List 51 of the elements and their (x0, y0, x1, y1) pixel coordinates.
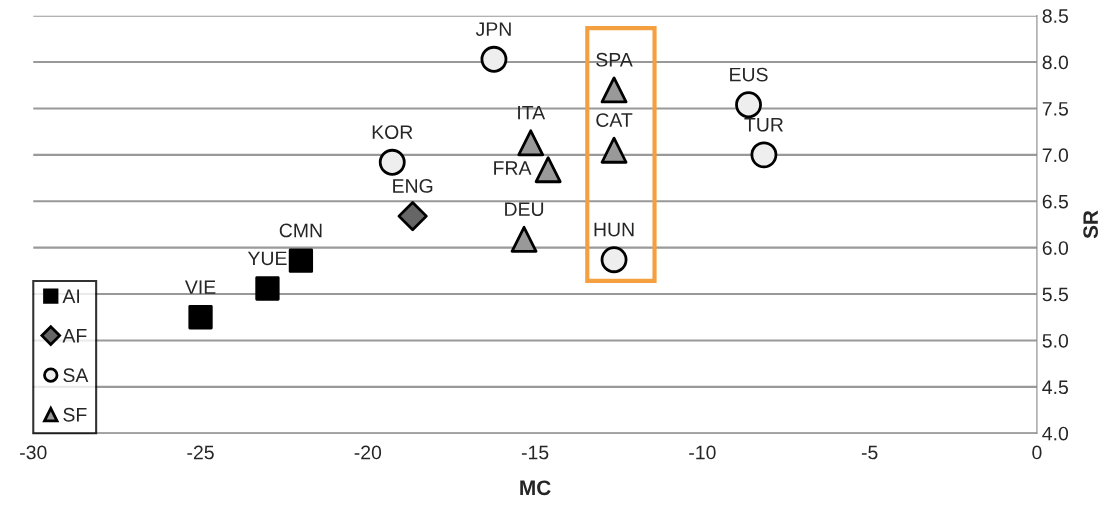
y-tick-label: 8.0 (1042, 55, 1069, 70)
annotation: JPN (475, 22, 511, 36)
annotation: YUE (247, 251, 287, 266)
y-tick-label: 4.5 (1042, 380, 1068, 395)
point (288, 248, 314, 273)
y-tick-label: 6.5 (1042, 194, 1068, 209)
x-tick-label: -15 (521, 445, 549, 460)
point (397, 201, 428, 232)
point (600, 136, 628, 164)
annotation: DEU (505, 202, 544, 217)
x-tick-label: -25 (187, 445, 214, 460)
x-tick-label: 0 (1032, 445, 1042, 460)
annotation: CMN (279, 223, 322, 238)
point (735, 91, 762, 119)
legend-label: AI (62, 289, 80, 303)
y-tick-label: 4.0 (1042, 426, 1069, 441)
annotation: HUN (594, 222, 634, 237)
y-tick-label: 7.0 (1042, 148, 1069, 163)
point (188, 305, 213, 330)
annotation: CAT (596, 113, 633, 127)
point (750, 141, 778, 169)
y-tick-label: 6.0 (1042, 241, 1069, 255)
annotation: ENG (393, 179, 433, 193)
y-tick-label: 5.5 (1042, 287, 1068, 302)
annotation: VIE (184, 280, 216, 294)
point (255, 276, 280, 301)
point (534, 156, 562, 184)
annotation: SPA (596, 52, 633, 67)
point (480, 45, 508, 73)
annotation: EUS (730, 67, 768, 82)
point (600, 76, 628, 104)
y-tick-label: 7.5 (1042, 102, 1068, 116)
annotation: ITA (518, 105, 546, 120)
annotation: TUR (744, 118, 783, 132)
x-axis-title: MC (520, 480, 551, 496)
point (510, 225, 538, 253)
annotation: FRA (494, 161, 532, 175)
point (378, 148, 406, 176)
legend-label: SF (63, 407, 87, 422)
legend-label: SA (63, 368, 89, 383)
x-tick-label: -20 (354, 445, 382, 460)
y-tick-label: 8.5 (1042, 9, 1068, 23)
x-tick-label: -5 (861, 445, 878, 460)
legend-label: AF (62, 329, 87, 343)
x-tick-label: -10 (689, 445, 716, 460)
point (600, 246, 628, 274)
x-tick-label: -30 (20, 445, 47, 460)
annotation: KOR (372, 125, 413, 139)
y-axis-title: SR (1083, 210, 1098, 239)
point (517, 129, 545, 157)
y-tick-label: 5.0 (1042, 333, 1069, 348)
